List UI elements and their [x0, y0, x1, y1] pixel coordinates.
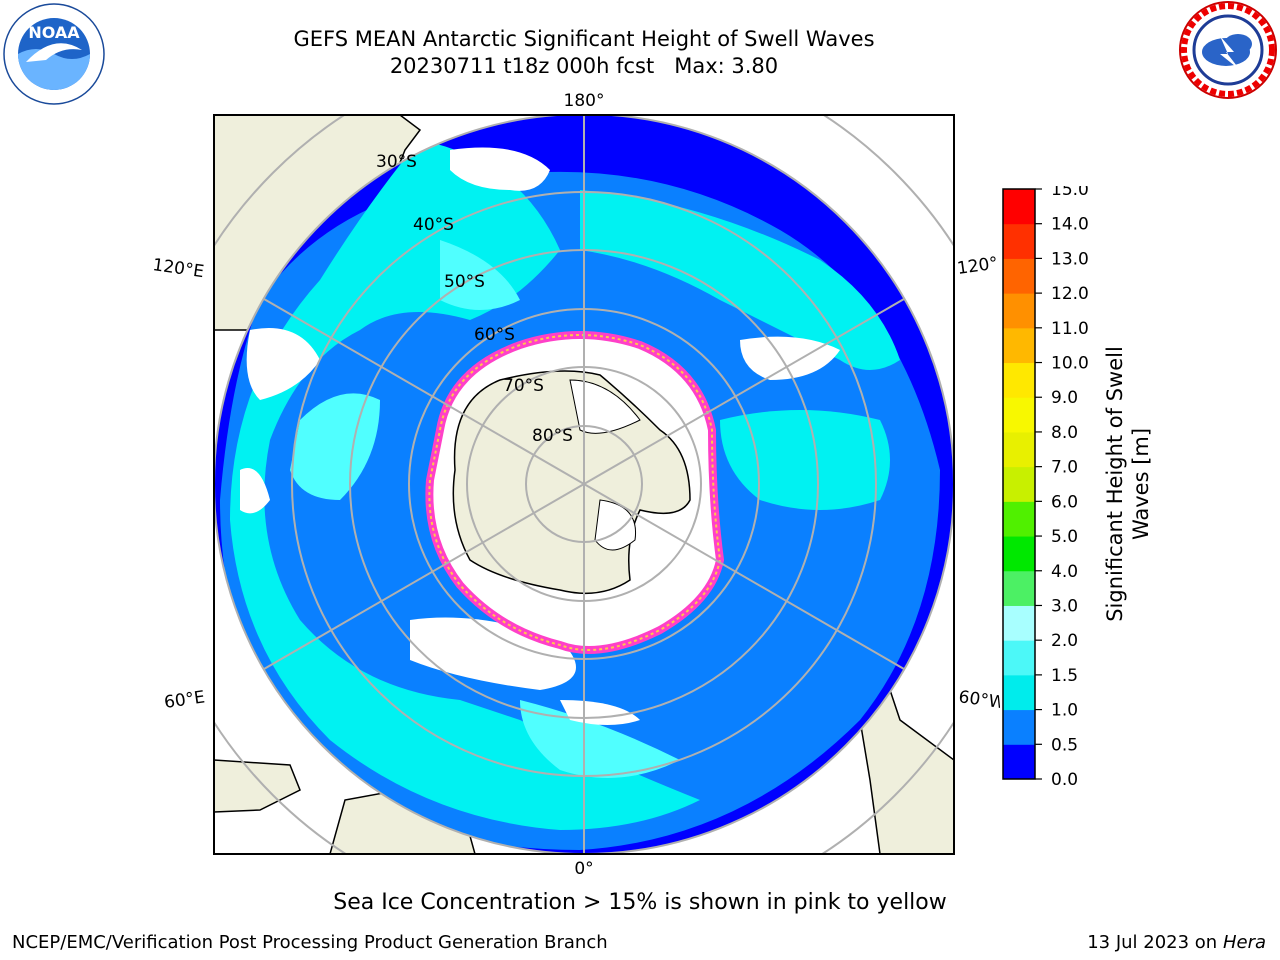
colorbar: 0.0 0.5 1.0 1.5 2.0 3.0 4.0 5.0 6.0 7.0 8.0 9.0 10.0… [1002, 186, 1153, 790]
colorbar-tick-label: 4.0 [1051, 562, 1078, 582]
colorbar-ticks: 0.0 0.5 1.0 1.5 2.0 3.0 4.0 5.0 6.0 7.0 8.0 9.0 10.0… [1035, 186, 1089, 790]
colorbar-block [1003, 327, 1035, 364]
footer-date: 13 Jul 2023 on Hera [1087, 932, 1266, 953]
colorbar-block [1003, 570, 1035, 606]
land-corner-sw [214, 759, 301, 813]
colorbar-tick-label: 0.0 [1051, 770, 1078, 790]
lat-label-40s: 40°S [413, 215, 454, 235]
polar-map: 180° 120°E 120° 60°E 60°W 0° 30°S 40°S 5… [151, 91, 1000, 879]
colorbar-tick-label: 0.5 [1051, 735, 1078, 755]
sea-ice-caption: Sea Ice Concentration > 15% is shown in … [333, 890, 947, 915]
colorbar-blocks [1003, 189, 1035, 780]
colorbar-title-line1: Significant Height of Swell [1103, 346, 1127, 622]
colorbar-tick-label: 13.0 [1051, 249, 1089, 269]
colorbar-block [1003, 536, 1035, 572]
colorbar-tick-label: 5.0 [1051, 527, 1078, 547]
colorbar-block [1003, 362, 1035, 398]
colorbar-tick-label: 2.0 [1051, 631, 1078, 651]
lon-label-120e: 120°E [151, 255, 205, 282]
colorbar-tick-label: 10.0 [1051, 354, 1089, 374]
lat-label-50s: 50°S [444, 272, 485, 292]
lon-label-0: 0° [574, 859, 593, 879]
map-frame-contents [214, 115, 954, 854]
plot-subtitle: 20230711 t18z 000h fcst Max: 3.80 [389, 54, 779, 78]
colorbar-tick-label: 1.5 [1051, 666, 1078, 686]
colorbar-tick-label: 11.0 [1051, 319, 1089, 339]
ice-shelf-ross [569, 379, 641, 434]
colorbar-tick-label: 3.0 [1051, 596, 1078, 616]
colorbar-tick-label: 14.0 [1051, 215, 1089, 235]
footer-branch: NCEP/EMC/Verification Post Processing Pr… [12, 932, 608, 953]
colorbar-tick-label: 9.0 [1051, 388, 1078, 408]
colorbar-tick-label: 6.0 [1051, 492, 1078, 512]
map-border [213, 114, 955, 855]
lat-label-60s: 60°S [474, 325, 515, 345]
lon-label-60w: 60°W [957, 687, 1000, 713]
noaa-logo: NOAA [3, 3, 105, 105]
colorbar-block [1003, 709, 1035, 745]
colorbar-block [1003, 466, 1035, 502]
land-antarctica [452, 370, 691, 595]
colorbar-title-line2: Waves [m] [1129, 428, 1153, 540]
colorbar-tick-label: 8.0 [1051, 423, 1078, 443]
colorbar-block [1003, 223, 1035, 259]
colorbar-block [1003, 293, 1035, 329]
colorbar-block [1003, 189, 1035, 225]
footer-machine: Hera [1222, 932, 1266, 953]
lon-label-60e: 60°E [163, 687, 206, 712]
colorbar-tick-label: 15.0 [1051, 186, 1089, 200]
plot-title: GEFS MEAN Antarctic Significant Height o… [293, 27, 875, 51]
graticule [214, 115, 954, 854]
footer-date-text: 13 Jul 2023 on [1087, 932, 1223, 953]
colorbar-tick-label: 7.0 [1051, 458, 1078, 478]
colorbar-border [1002, 188, 1036, 780]
colorbar-block [1003, 605, 1035, 641]
colorbar-block [1003, 744, 1035, 780]
colorbar-block [1003, 258, 1035, 294]
lat-label-30s: 30°S [376, 152, 417, 172]
colorbar-block [1003, 397, 1035, 433]
lat-label-70s: 70°S [503, 376, 544, 396]
colorbar-block [1003, 501, 1035, 537]
colorbar-tick-label: 1.0 [1051, 701, 1078, 721]
lon-label-120w: 120° [956, 253, 999, 279]
nws-logo [1179, 1, 1277, 99]
colorbar-block [1003, 674, 1035, 711]
colorbar-block [1003, 431, 1035, 468]
lat-label-80s: 80°S [532, 426, 573, 446]
lon-label-180: 180° [564, 91, 605, 111]
noaa-logo-text: NOAA [28, 23, 80, 42]
colorbar-tick-label: 12.0 [1051, 284, 1089, 304]
colorbar-block [1003, 640, 1035, 676]
